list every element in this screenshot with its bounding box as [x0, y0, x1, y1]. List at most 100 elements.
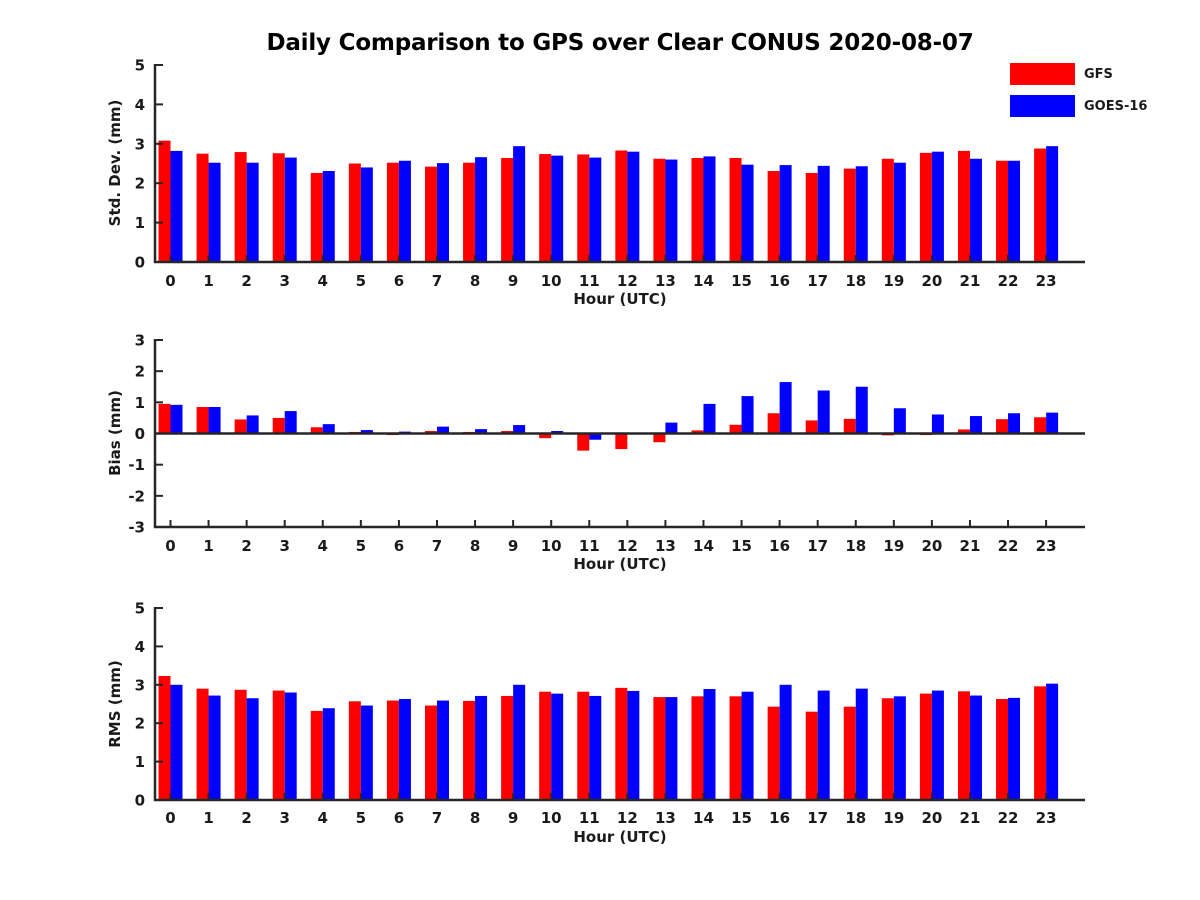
x-tick-label: 14 — [693, 809, 714, 827]
bar-gfs-hour-15 — [729, 696, 742, 800]
bar-goes16-hour-11 — [589, 157, 602, 262]
bar-goes16-hour-13 — [665, 697, 678, 800]
bar-goes16-hour-6 — [398, 160, 411, 262]
x-tick-label: 14 — [693, 537, 714, 555]
bar-goes16-hour-7 — [436, 426, 449, 434]
bar-gfs-hour-21 — [957, 150, 970, 262]
bar-goes16-hour-22 — [1008, 413, 1021, 434]
bar-goes16-hour-8 — [475, 695, 488, 800]
bar-goes16-hour-18 — [855, 688, 868, 800]
x-tick-label: 22 — [998, 272, 1019, 290]
bar-gfs-hour-6 — [386, 162, 399, 262]
x-tick-label: 21 — [960, 272, 981, 290]
bar-gfs-hour-11 — [577, 154, 590, 262]
bar-goes16-hour-1 — [208, 162, 221, 262]
x-tick-label: 8 — [470, 272, 480, 290]
y-tick-label: 0 — [135, 792, 145, 810]
bar-gfs-hour-9 — [501, 157, 514, 262]
x-tick-label: 23 — [1036, 537, 1057, 555]
bar-gfs-hour-2 — [234, 689, 247, 800]
bar-goes16-hour-9 — [513, 425, 526, 434]
x-tick-label: 13 — [655, 809, 676, 827]
y-tick-label: 1 — [135, 214, 145, 232]
bar-gfs-hour-1 — [196, 153, 209, 262]
y-axis-title: Std. Dev. (mm) — [106, 100, 124, 227]
x-tick-label: 22 — [998, 537, 1019, 555]
bar-goes16-hour-15 — [741, 691, 754, 800]
bar-gfs-hour-16 — [767, 706, 780, 800]
bar-goes16-hour-7 — [436, 700, 449, 800]
bar-goes16-hour-19 — [893, 696, 906, 800]
x-tick-label: 21 — [960, 537, 981, 555]
bar-gfs-hour-15 — [729, 424, 742, 434]
bar-goes16-hour-19 — [893, 162, 906, 262]
y-tick-label: 5 — [135, 57, 145, 75]
y-tick-label: 3 — [135, 332, 145, 350]
bar-gfs-hour-13 — [653, 697, 666, 800]
bar-gfs-hour-15 — [729, 157, 742, 262]
gfs-color-swatch — [1010, 63, 1075, 85]
y-tick-label: 0 — [135, 425, 145, 443]
bar-gfs-hour-18 — [843, 418, 856, 434]
bar-gfs-hour-22 — [996, 160, 1009, 262]
x-tick-label: 2 — [241, 272, 251, 290]
bar-gfs-hour-5 — [348, 701, 361, 800]
bar-gfs-hour-10 — [539, 433, 552, 439]
bar-gfs-hour-3 — [272, 153, 285, 262]
bar-goes16-hour-13 — [665, 422, 678, 434]
y-axis-title: Bias (mm) — [106, 390, 124, 476]
bar-gfs-hour-8 — [463, 162, 476, 262]
legend: GFS GOES-16 — [1010, 63, 1147, 117]
bar-gfs-hour-17 — [805, 420, 818, 434]
bar-gfs-hour-12 — [615, 433, 628, 450]
x-axis-title: Hour (UTC) — [573, 828, 666, 846]
bar-goes16-hour-6 — [398, 699, 411, 800]
x-tick-label: 1 — [203, 272, 213, 290]
y-tick-label: 2 — [135, 715, 145, 733]
bar-gfs-hour-0 — [158, 675, 171, 800]
bar-goes16-hour-22 — [1008, 160, 1021, 262]
bar-gfs-hour-5 — [348, 163, 361, 262]
x-tick-label: 2 — [241, 809, 251, 827]
x-tick-label: 12 — [617, 537, 638, 555]
bar-gfs-hour-0 — [158, 403, 171, 434]
bar-goes16-hour-12 — [627, 151, 640, 262]
bar-goes16-hour-11 — [589, 433, 602, 440]
bar-goes16-hour-12 — [627, 690, 640, 800]
x-tick-label: 17 — [807, 272, 828, 290]
bar-goes16-hour-23 — [1046, 412, 1059, 434]
bar-gfs-hour-18 — [843, 168, 856, 262]
bar-goes16-hour-23 — [1046, 683, 1059, 800]
bar-gfs-hour-22 — [996, 699, 1009, 800]
x-tick-label: 21 — [960, 809, 981, 827]
x-tick-label: 9 — [508, 809, 518, 827]
bar-gfs-hour-20 — [919, 152, 932, 262]
bar-gfs-hour-16 — [767, 413, 780, 434]
x-tick-label: 0 — [165, 809, 175, 827]
bar-goes16-hour-21 — [969, 695, 982, 800]
x-tick-label: 0 — [165, 272, 175, 290]
bar-goes16-hour-17 — [817, 165, 830, 262]
bar-goes16-hour-1 — [208, 695, 221, 800]
x-tick-label: 11 — [579, 537, 600, 555]
bar-gfs-hour-21 — [957, 429, 970, 434]
x-tick-label: 6 — [394, 809, 404, 827]
x-tick-label: 23 — [1036, 272, 1057, 290]
bar-goes16-hour-0 — [170, 684, 183, 800]
y-tick-label: -1 — [128, 456, 145, 474]
x-tick-label: 18 — [845, 537, 866, 555]
x-tick-label: 10 — [541, 809, 562, 827]
bar-gfs-hour-23 — [1034, 417, 1047, 434]
bar-goes16-hour-13 — [665, 159, 678, 262]
x-tick-label: 5 — [356, 809, 366, 827]
y-tick-label: 3 — [135, 135, 145, 153]
x-tick-label: 3 — [279, 272, 289, 290]
bar-goes16-hour-2 — [246, 415, 259, 434]
y-tick-label: -3 — [128, 519, 145, 537]
y-tick-label: 1 — [135, 753, 145, 771]
x-tick-label: 20 — [921, 537, 942, 555]
y-tick-label: 0 — [135, 254, 145, 272]
bar-goes16-hour-17 — [817, 690, 830, 800]
x-tick-label: 16 — [769, 272, 790, 290]
